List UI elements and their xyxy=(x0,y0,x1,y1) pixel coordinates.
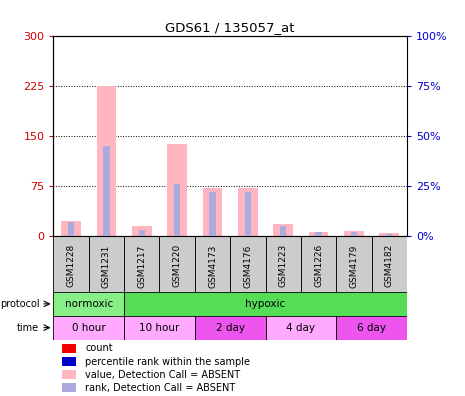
Text: 2 day: 2 day xyxy=(216,323,245,333)
Bar xyxy=(266,236,301,292)
Bar xyxy=(309,232,328,236)
Text: normoxic: normoxic xyxy=(65,299,113,309)
Text: GSM4173: GSM4173 xyxy=(208,244,217,287)
Bar xyxy=(62,383,76,392)
Title: GDS61 / 135057_at: GDS61 / 135057_at xyxy=(166,21,295,34)
Text: hypoxic: hypoxic xyxy=(246,299,286,309)
Text: GSM1223: GSM1223 xyxy=(279,244,288,287)
Bar xyxy=(167,144,187,236)
Text: 10 hour: 10 hour xyxy=(140,323,179,333)
Text: rank, Detection Call = ABSENT: rank, Detection Call = ABSENT xyxy=(85,383,236,393)
Bar xyxy=(174,184,180,236)
Bar xyxy=(203,188,222,236)
Bar xyxy=(372,236,407,292)
Text: GSM1226: GSM1226 xyxy=(314,244,323,287)
Bar xyxy=(351,232,357,236)
Bar xyxy=(245,192,251,236)
Bar xyxy=(61,221,81,236)
Text: GSM1228: GSM1228 xyxy=(66,244,76,287)
Text: GSM4179: GSM4179 xyxy=(349,244,359,287)
Bar xyxy=(301,236,336,292)
Bar xyxy=(53,292,124,316)
Bar xyxy=(89,236,124,292)
Text: GSM1231: GSM1231 xyxy=(102,244,111,287)
Bar xyxy=(68,222,74,236)
Bar xyxy=(53,316,124,339)
Bar xyxy=(379,233,399,236)
Text: GSM4182: GSM4182 xyxy=(385,244,394,287)
Bar xyxy=(280,226,286,236)
Bar xyxy=(195,236,230,292)
Bar xyxy=(124,236,159,292)
Text: GSM1217: GSM1217 xyxy=(137,244,146,287)
Text: GSM4176: GSM4176 xyxy=(243,244,252,287)
Bar xyxy=(68,230,74,236)
Text: protocol: protocol xyxy=(0,299,40,309)
Text: count: count xyxy=(85,343,113,354)
Bar xyxy=(124,292,407,316)
Text: percentile rank within the sample: percentile rank within the sample xyxy=(85,356,250,367)
Bar xyxy=(53,236,89,292)
Bar xyxy=(230,236,266,292)
Bar xyxy=(386,234,392,236)
Bar xyxy=(336,316,407,339)
Bar xyxy=(62,370,76,379)
Bar xyxy=(62,344,76,353)
Bar xyxy=(195,316,266,339)
Text: 0 hour: 0 hour xyxy=(72,323,106,333)
Bar xyxy=(238,188,258,236)
Bar xyxy=(97,86,116,236)
Bar xyxy=(336,236,372,292)
Bar xyxy=(124,316,195,339)
Bar xyxy=(132,227,152,236)
Bar xyxy=(315,232,322,236)
Text: 4 day: 4 day xyxy=(286,323,315,333)
Text: 6 day: 6 day xyxy=(357,323,386,333)
Bar xyxy=(159,236,195,292)
Bar xyxy=(103,146,110,236)
Bar xyxy=(62,357,76,366)
Bar xyxy=(344,231,364,236)
Bar xyxy=(273,225,293,236)
Text: GSM1220: GSM1220 xyxy=(173,244,182,287)
Text: value, Detection Call = ABSENT: value, Detection Call = ABSENT xyxy=(85,370,240,380)
Text: time: time xyxy=(17,323,40,333)
Bar xyxy=(209,192,216,236)
Bar xyxy=(139,230,145,236)
Bar xyxy=(266,316,336,339)
